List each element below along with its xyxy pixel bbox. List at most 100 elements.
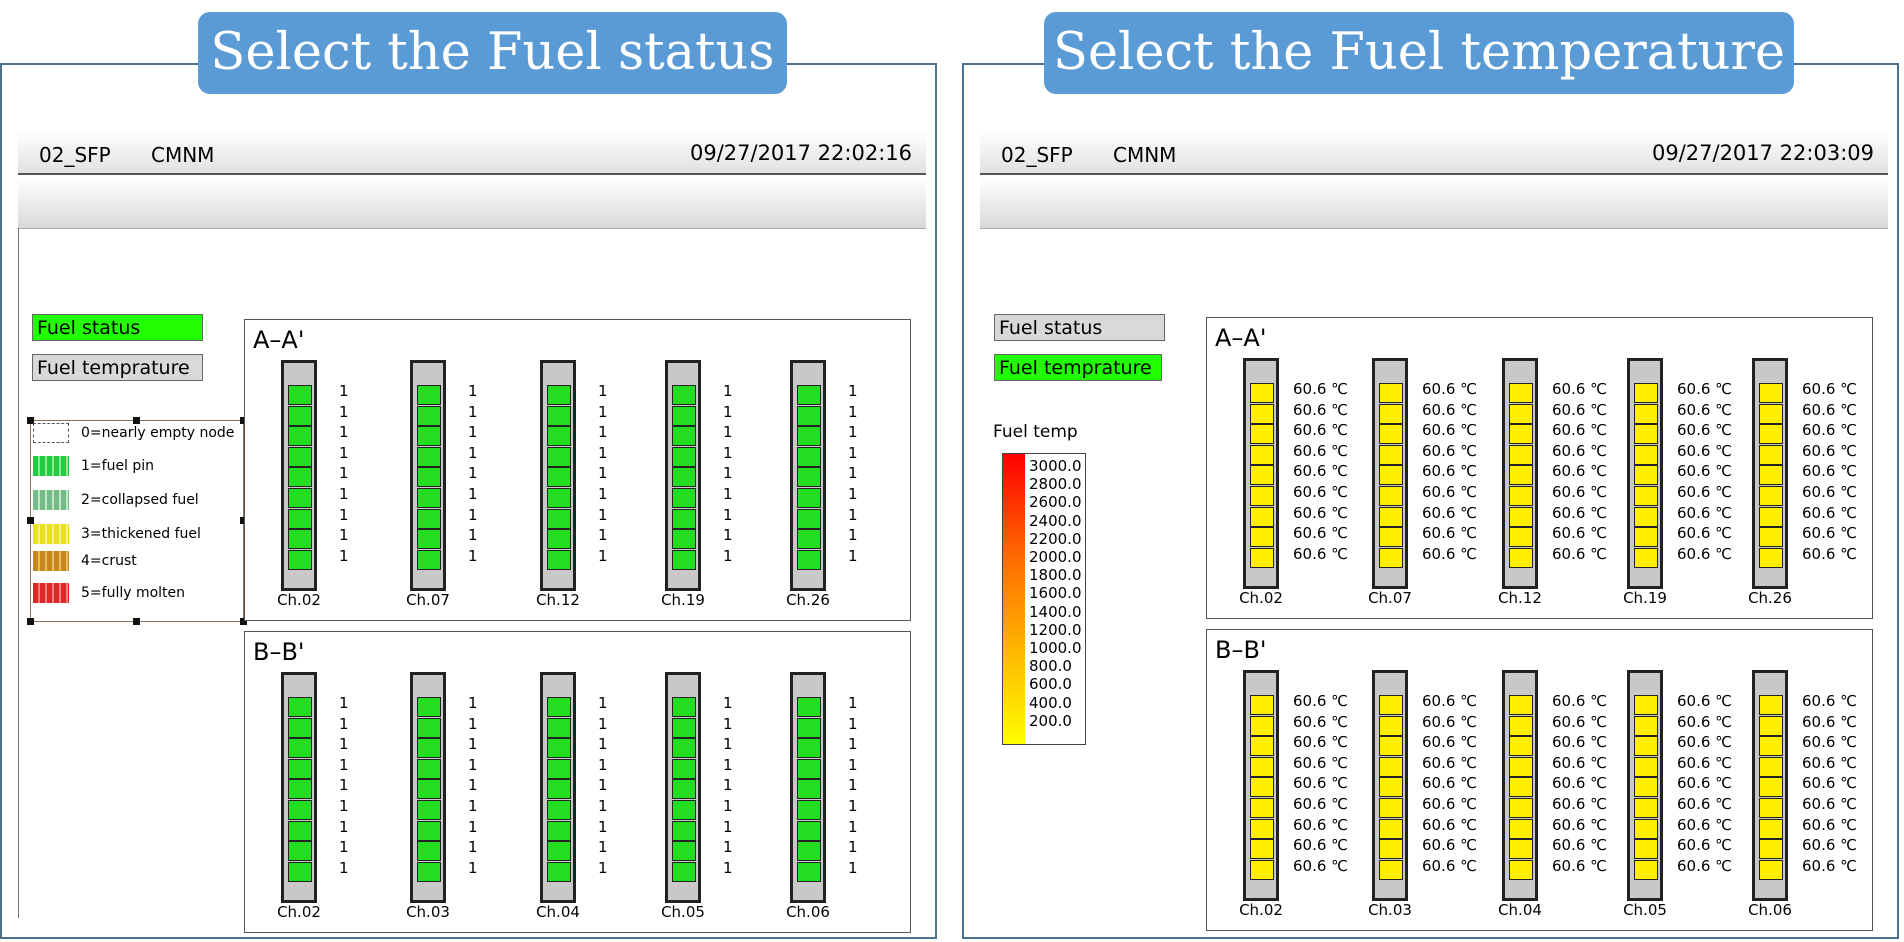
fuel-channel-column[interactable]: [1627, 670, 1663, 901]
fuel-channel-column[interactable]: [410, 672, 446, 903]
temp-scale-title: Fuel temp: [993, 422, 1078, 442]
mode-label: CMNM: [1113, 143, 1177, 167]
fuel-node-cell: [672, 529, 696, 550]
fuel-status-button[interactable]: Fuel status: [994, 314, 1165, 341]
node-value: 1: [339, 714, 349, 733]
channel-label: Ch.26: [1748, 589, 1792, 607]
section-title: A–A': [1215, 324, 1267, 352]
node-value: 1: [468, 755, 478, 774]
fuel-node-cell: [1250, 424, 1274, 445]
node-value: 60.6 ℃: [1802, 400, 1858, 419]
fuel-channel-column[interactable]: [1752, 358, 1788, 589]
node-value: 1: [723, 382, 733, 400]
scale-tick-label: 200.0: [1029, 711, 1072, 730]
node-value: 1: [723, 797, 733, 815]
node-value: 1: [848, 714, 858, 733]
legend-swatch: [33, 456, 69, 476]
channel-label: Ch.06: [786, 903, 830, 921]
fuel-node-cell: [797, 738, 821, 759]
fuel-node-cell: [1379, 403, 1403, 424]
fuel-channel-column[interactable]: [281, 360, 317, 591]
fuel-node-cell: [288, 488, 312, 508]
fuel-channel-column[interactable]: [790, 360, 826, 591]
fuel-channel-column[interactable]: [410, 360, 446, 591]
fuel-node-cell: [547, 717, 571, 738]
node-value: 1: [723, 526, 733, 545]
fuel-node-cell: [1759, 547, 1783, 568]
fuel-temperature-button[interactable]: Fuel temprature: [994, 354, 1162, 381]
node-value: 1: [339, 838, 349, 857]
fuel-node-cell: [672, 861, 696, 882]
fuel-node-cell: [1759, 756, 1783, 777]
node-value: 60.6 ℃: [1802, 774, 1858, 793]
fuel-node-cell: [1250, 756, 1274, 777]
node-value: 60.6 ℃: [1422, 733, 1478, 752]
node-value: 60.6 ℃: [1802, 544, 1858, 563]
fuel-node-cell: [672, 405, 696, 426]
fuel-node-cell: [1509, 465, 1533, 486]
node-value: 60.6 ℃: [1802, 441, 1858, 460]
top-bar: 02_SFP CMNM 09/27/2017 22:02:16: [18, 131, 926, 175]
node-value: 60.6 ℃: [1293, 503, 1349, 522]
fuel-node-cell: [1634, 736, 1658, 757]
node-value: 1: [598, 485, 608, 503]
system-name: 02_SFP: [1001, 143, 1073, 167]
node-value: 60.6 ℃: [1677, 421, 1733, 440]
fuel-node-cell: [672, 488, 696, 508]
fuel-channel-column[interactable]: [1752, 670, 1788, 901]
node-value: 1: [848, 858, 858, 877]
node-value: 60.6 ℃: [1422, 524, 1478, 543]
node-value: 60.6 ℃: [1552, 503, 1608, 522]
fuel-node-cell: [797, 758, 821, 779]
fuel-channel-column[interactable]: [1243, 670, 1279, 901]
fuel-node-cell: [797, 800, 821, 820]
node-value: 60.6 ℃: [1552, 712, 1608, 731]
fuel-node-cell: [1509, 547, 1533, 568]
top-bar: 02_SFP CMNM 09/27/2017 22:03:09: [980, 131, 1888, 175]
fuel-node-cell: [288, 841, 312, 862]
node-value: 60.6 ℃: [1802, 815, 1858, 834]
node-value: 60.6 ℃: [1552, 774, 1608, 793]
fuel-node-cell: [1759, 839, 1783, 860]
fuel-node-cell: [1634, 403, 1658, 424]
node-value: 1: [723, 755, 733, 774]
node-value: 1: [723, 776, 733, 795]
fuel-node-cell: [547, 529, 571, 550]
node-value: 60.6 ℃: [1677, 815, 1733, 834]
fuel-node-cell: [547, 426, 571, 447]
fuel-channel-column[interactable]: [281, 672, 317, 903]
channel-label: Ch.03: [406, 903, 450, 921]
fuel-channel-column[interactable]: [1243, 358, 1279, 589]
legend-swatch: [33, 583, 69, 603]
fuel-node-cell: [1509, 859, 1533, 880]
fuel-node-cell: [417, 405, 441, 426]
node-value: 60.6 ℃: [1293, 524, 1349, 543]
node-value: 60.6 ℃: [1552, 692, 1608, 710]
fuel-status-button[interactable]: Fuel status: [32, 314, 203, 341]
fuel-channel-column[interactable]: [665, 672, 701, 903]
fuel-node-cell: [547, 841, 571, 862]
fuel-channel-column[interactable]: [540, 360, 576, 591]
fuel-status-legend[interactable]: 0=nearly empty node 1=fuel pin 2=collaps…: [27, 417, 247, 625]
fuel-channel-column[interactable]: [1372, 358, 1408, 589]
fuel-node-cell: [288, 405, 312, 426]
node-value: 60.6 ℃: [1422, 856, 1478, 875]
fuel-channel-column[interactable]: [665, 360, 701, 591]
fuel-temperature-button[interactable]: Fuel temprature: [32, 354, 203, 381]
node-value: 1: [848, 402, 858, 421]
fuel-channel-column[interactable]: [790, 672, 826, 903]
fuel-node-cell: [797, 820, 821, 841]
fuel-node-cell: [1250, 859, 1274, 880]
fuel-channel-column[interactable]: [1502, 358, 1538, 589]
fuel-channel-column[interactable]: [540, 672, 576, 903]
datetime: 09/27/2017 22:02:16: [689, 141, 912, 165]
fuel-node-cell: [672, 717, 696, 738]
legend-label: 2=collapsed fuel: [81, 492, 199, 508]
scale-tick-label: 400.0: [1029, 693, 1072, 712]
fuel-node-cell: [797, 717, 821, 738]
legend-swatch: [33, 490, 69, 510]
node-value: 60.6 ℃: [1677, 836, 1733, 855]
fuel-channel-column[interactable]: [1372, 670, 1408, 901]
fuel-channel-column[interactable]: [1502, 670, 1538, 901]
fuel-channel-column[interactable]: [1627, 358, 1663, 589]
